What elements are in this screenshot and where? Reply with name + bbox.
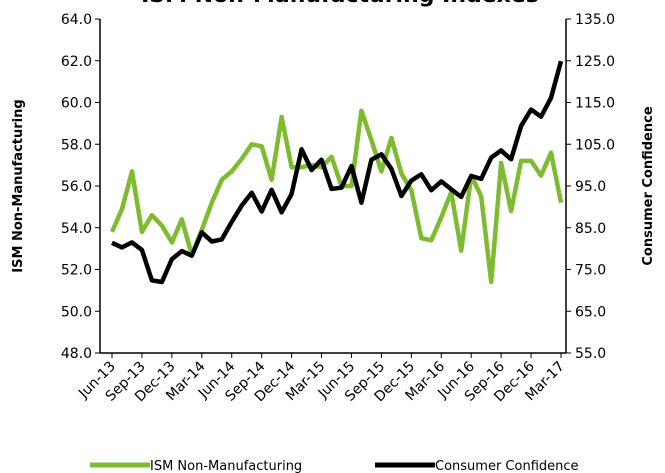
- y-tick-label: 54.0: [61, 221, 92, 237]
- y2-tick-label: 95.0: [575, 179, 606, 195]
- y2-tick-label: 85.0: [575, 221, 606, 237]
- y-tick-label: 58.0: [61, 137, 92, 153]
- y-tick-label: 56.0: [61, 179, 92, 195]
- y2-axis-label: Consumer Confidence: [641, 106, 656, 265]
- y2-tick-label: 135.0: [575, 12, 615, 28]
- y-tick-label: 60.0: [61, 96, 92, 112]
- series-line: [111, 60, 564, 285]
- y2-tick-label: 75.0: [575, 263, 606, 279]
- legend-label: ISM Non-Manufacturing: [150, 459, 302, 473]
- y2-tick-label: 105.0: [575, 137, 615, 153]
- y2-tick-label: 55.0: [575, 346, 606, 362]
- y-axis-label: ISM Non-Manufacturing: [11, 99, 26, 272]
- y-tick-label: 48.0: [61, 346, 92, 362]
- y2-tick-label: 115.0: [575, 96, 615, 112]
- y-tick-label: 62.0: [61, 54, 92, 70]
- y-tick-label: 64.0: [61, 12, 92, 28]
- series-line: [109, 108, 564, 285]
- y2-tick-label: 125.0: [575, 54, 615, 70]
- y-tick-label: 52.0: [61, 263, 92, 279]
- y2-tick-label: 65.0: [575, 304, 606, 320]
- chart-title: ISM Non-Manufacturing Indexes: [141, 0, 539, 8]
- legend-label: Consumer Confidence: [435, 459, 579, 473]
- y-tick-label: 50.0: [61, 304, 92, 320]
